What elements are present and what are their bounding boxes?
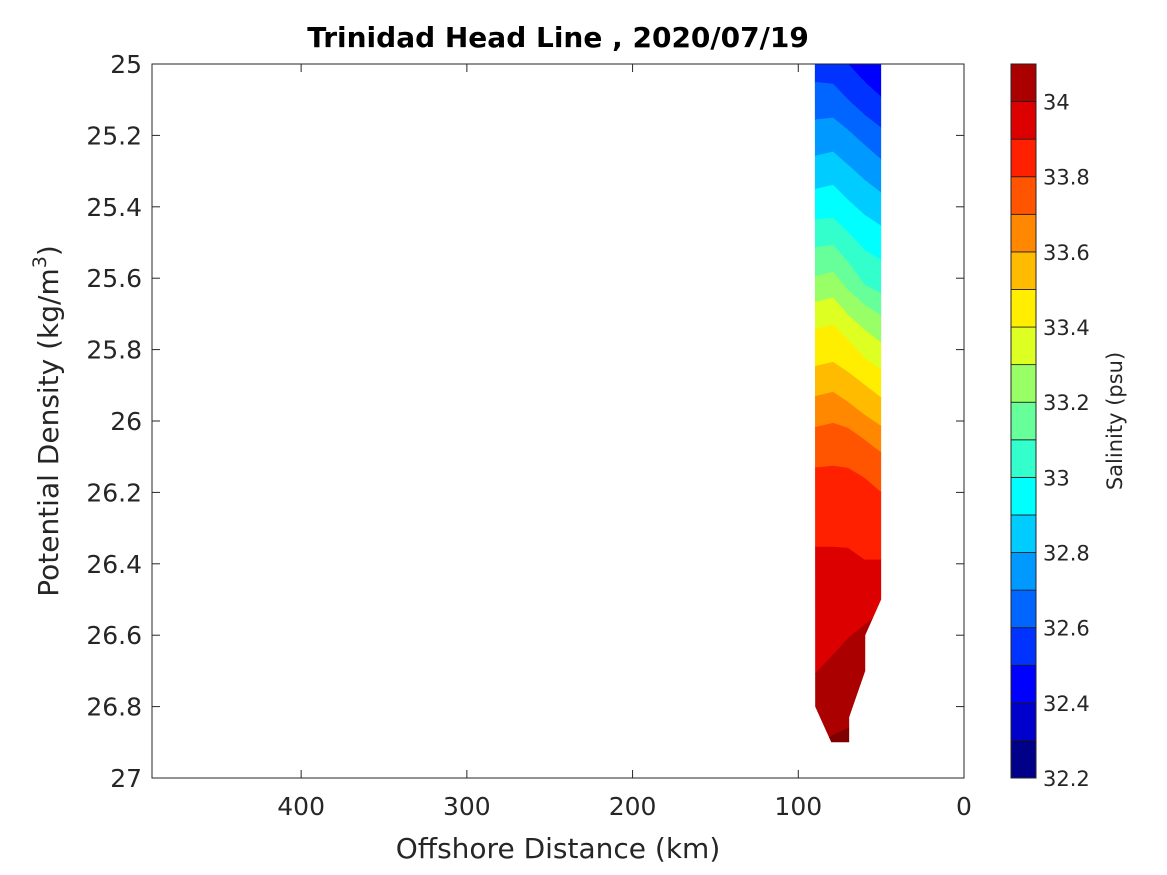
y-axis-ticks: 25 25.2 25.4 25.6 25.8 26 26.2 26.4 26.6 26.8 27	[86, 50, 964, 793]
y-tick-label: 26	[110, 407, 142, 436]
y-tick-label: 27	[110, 764, 142, 793]
x-tick-label: 400	[277, 792, 325, 821]
colorbar-tick-label: 34	[1043, 91, 1070, 115]
y-tick-label: 26.6	[86, 621, 142, 650]
x-tick-label: 300	[443, 792, 491, 821]
y-axis-label-main: Potential Density (kg/m	[32, 268, 65, 597]
y-tick-label: 25.8	[86, 336, 142, 365]
colorbar-tick-label: 32.6	[1043, 617, 1090, 641]
colorbar-swatch-32.8	[1010, 514, 1037, 553]
y-tick-label: 25	[110, 50, 142, 79]
colorbar-swatch-32.9	[1010, 476, 1037, 516]
y-tick-label: 25.4	[86, 193, 142, 222]
colorbar-swatch-33.9	[1010, 101, 1037, 140]
y-axis-label-end: )	[32, 245, 65, 256]
colorbar-tick-label: 32.4	[1043, 692, 1090, 716]
colorbar-swatch-32.4	[1010, 664, 1037, 704]
colorbar-swatch-32.5	[1010, 627, 1037, 666]
colorbar-swatch-34	[1010, 63, 1037, 102]
colorbar-tick-label: 33.2	[1043, 391, 1090, 415]
colorbar-swatch-33.7	[1010, 176, 1037, 215]
colorbar-swatch-33.8	[1010, 138, 1037, 178]
contour-band-32.4	[814, 64, 882, 101]
colorbar-swatch-33.2	[1010, 364, 1037, 403]
x-axis-ticks: 0 100 200 300 400	[277, 64, 972, 821]
y-axis-label-sup: 3	[29, 256, 51, 268]
x-tick-label: 100	[774, 792, 822, 821]
colorbar-swatch-33.1	[1010, 401, 1037, 441]
colorbar-swatch-33.6	[1010, 213, 1037, 253]
y-tick-label: 25.2	[86, 121, 142, 150]
colorbar-swatch-33.3	[1010, 326, 1037, 366]
chart-title: Trinidad Head Line , 2020/07/19	[307, 21, 809, 54]
colorbar-swatch-32.7	[1010, 552, 1037, 591]
colorbar-tick-label: 32.2	[1043, 767, 1090, 791]
y-axis-label: Potential Density (kg/m3)	[29, 245, 65, 597]
y-tick-label: 26.2	[86, 478, 142, 507]
colorbar-swatch-33	[1010, 439, 1037, 478]
colorbar-tick-label: 32.8	[1043, 542, 1090, 566]
x-tick-label: 200	[609, 792, 657, 821]
colorbar-swatch-32.6	[1010, 589, 1037, 629]
colorbar-swatch-32.2	[1010, 740, 1037, 779]
colorbar-tick-label: 33.8	[1043, 166, 1090, 190]
colorbar-tick-label: 33	[1043, 466, 1070, 490]
plot-frame	[151, 63, 965, 779]
y-tick-label: 25.6	[86, 264, 142, 293]
colorbar-label: Salinity (psu)	[1103, 352, 1127, 490]
y-tick-label: 26.4	[86, 550, 142, 579]
colorbar-tick-label: 33.4	[1043, 316, 1090, 340]
colorbar-swatch-33.4	[1010, 289, 1037, 328]
colorbar-swatch-32.3	[1010, 702, 1037, 741]
x-tick-label: 0	[956, 792, 972, 821]
colorbar-tick-label: 33.6	[1043, 241, 1090, 265]
y-tick-label: 26.8	[86, 693, 142, 722]
x-axis-label: Offshore Distance (km)	[396, 832, 721, 865]
colorbar-frame	[1010, 63, 1037, 779]
colorbar: 32.2 32.4 32.6 32.8 33 33.2 33.4 33.6 33.8 34	[1010, 63, 1090, 791]
colorbar-swatch-33.5	[1010, 251, 1037, 290]
